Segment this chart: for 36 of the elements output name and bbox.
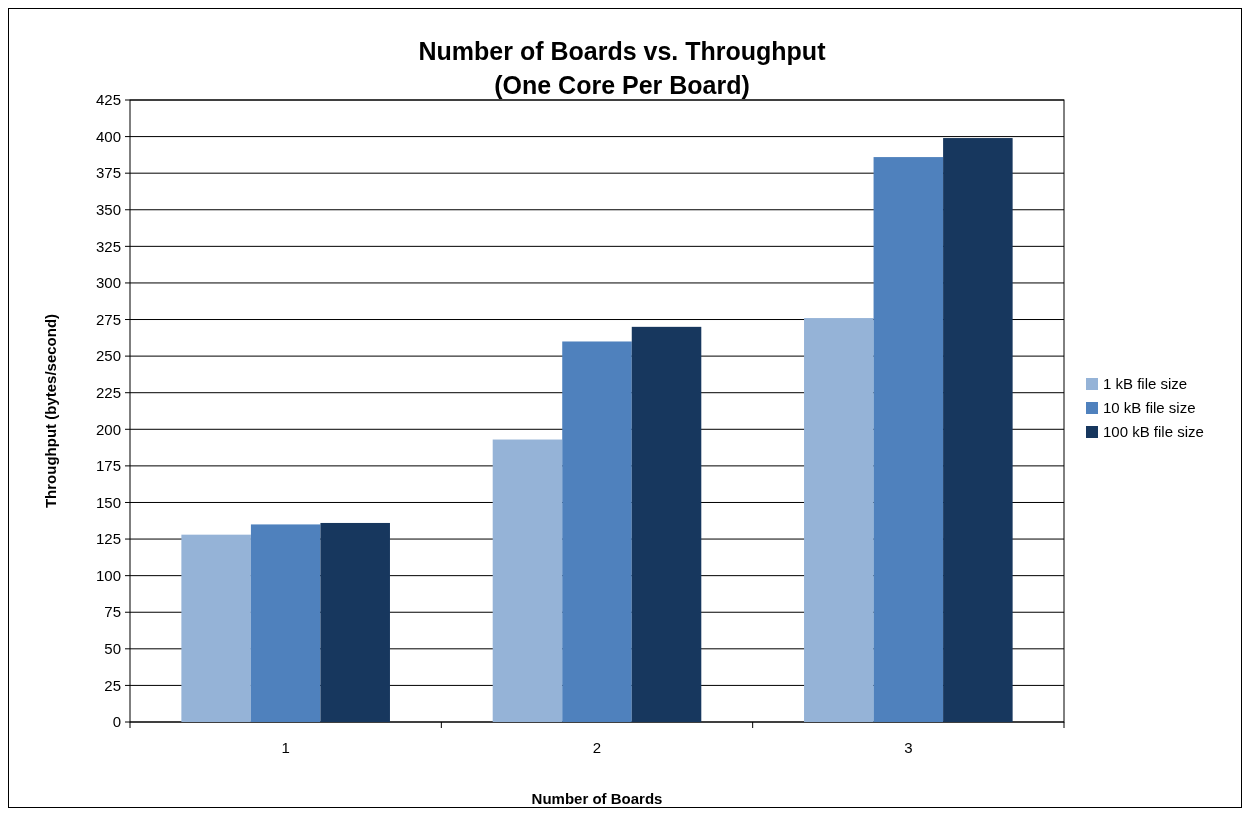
bar: [562, 341, 632, 722]
y-tick-label: 75: [104, 603, 121, 621]
chart-title: Number of Boards vs. Throughput (One Core Per Board): [418, 37, 827, 99]
y-tick-label: 250: [95, 347, 121, 365]
y-tick-label: 25: [104, 676, 121, 694]
y-tick-label: 225: [95, 383, 121, 401]
y-tick-label: 100: [95, 566, 121, 584]
x-axis-title: Number of Boards: [531, 790, 663, 807]
legend-label: 10 kB file size: [1103, 399, 1196, 417]
bar: [631, 326, 702, 722]
y-tick-label: 200: [95, 420, 121, 438]
bar: [804, 318, 874, 722]
y-tick-label: 300: [95, 274, 121, 292]
y-tick-label: 275: [95, 310, 121, 328]
y-tick-label: 150: [95, 493, 121, 511]
x-tick-label: 3: [904, 739, 913, 756]
bar: [873, 157, 944, 722]
y-tick-label: 0: [112, 713, 121, 731]
x-tick-label: 1: [281, 739, 290, 756]
bar: [943, 138, 1013, 722]
legend-label: 1 kB file size: [1103, 375, 1188, 393]
y-tick-label: 325: [95, 237, 121, 255]
y-axis-title: Throughput (bytes/second): [42, 313, 59, 509]
bar: [250, 524, 321, 722]
y-tick-label: 350: [95, 201, 121, 219]
bar: [492, 439, 563, 722]
bar: [320, 522, 390, 722]
legend-label: 100 kB file size: [1103, 423, 1204, 441]
y-tick-label: 400: [95, 127, 121, 145]
y-tick-label: 425: [95, 91, 121, 109]
bar: [181, 534, 251, 722]
y-tick-label: 175: [95, 457, 121, 475]
y-tick-label: 50: [104, 640, 121, 658]
y-tick-label: 125: [95, 530, 121, 548]
y-tick-label: 375: [95, 164, 121, 182]
x-tick-label: 2: [592, 739, 602, 756]
